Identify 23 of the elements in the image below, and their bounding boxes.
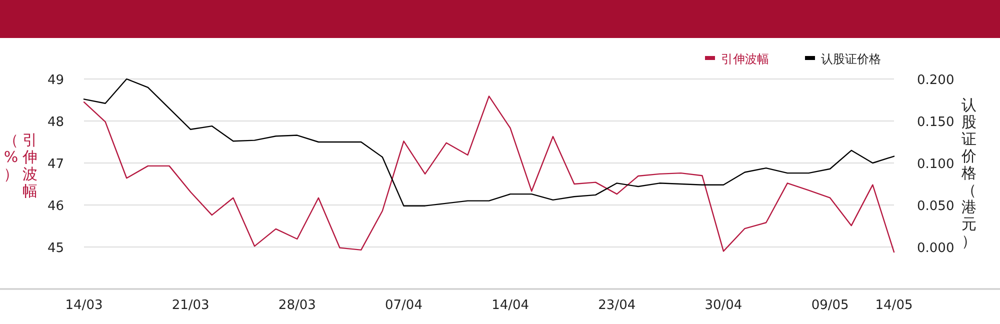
y2-tick-label: 0.200 bbox=[917, 73, 954, 88]
y-tick-label: 48 bbox=[47, 115, 64, 130]
y2-tick-label: 0.150 bbox=[917, 115, 954, 130]
x-tick-label: 14/03 bbox=[65, 298, 103, 313]
x-tick-label: 30/04 bbox=[704, 298, 742, 313]
y-tick-label: 46 bbox=[47, 199, 64, 214]
y-tick-label: 49 bbox=[47, 73, 64, 88]
y2-tick-label: 0.100 bbox=[917, 157, 954, 172]
y-axis-title: （%）引伸波幅 bbox=[4, 131, 38, 200]
legend-label: 认股证价格 bbox=[821, 52, 881, 66]
x-tick-label: 28/03 bbox=[278, 298, 316, 313]
x-tick-label: 21/03 bbox=[172, 298, 210, 313]
x-tick-label: 23/04 bbox=[598, 298, 636, 313]
x-tick-label: 07/04 bbox=[385, 298, 422, 313]
y2-tick-label: 0.050 bbox=[917, 199, 954, 214]
y2-tick-label: 0.000 bbox=[917, 241, 954, 256]
x-tick-label: 09/05 bbox=[811, 298, 849, 313]
x-tick-label: 14/05 bbox=[875, 298, 913, 313]
y-tick-label: 45 bbox=[47, 241, 64, 256]
y-tick-label: 47 bbox=[47, 157, 64, 172]
text: 认股证价格（港元） bbox=[962, 96, 976, 250]
legend-label: 引伸波幅 bbox=[721, 52, 769, 66]
x-tick-label: 14/04 bbox=[492, 298, 530, 313]
